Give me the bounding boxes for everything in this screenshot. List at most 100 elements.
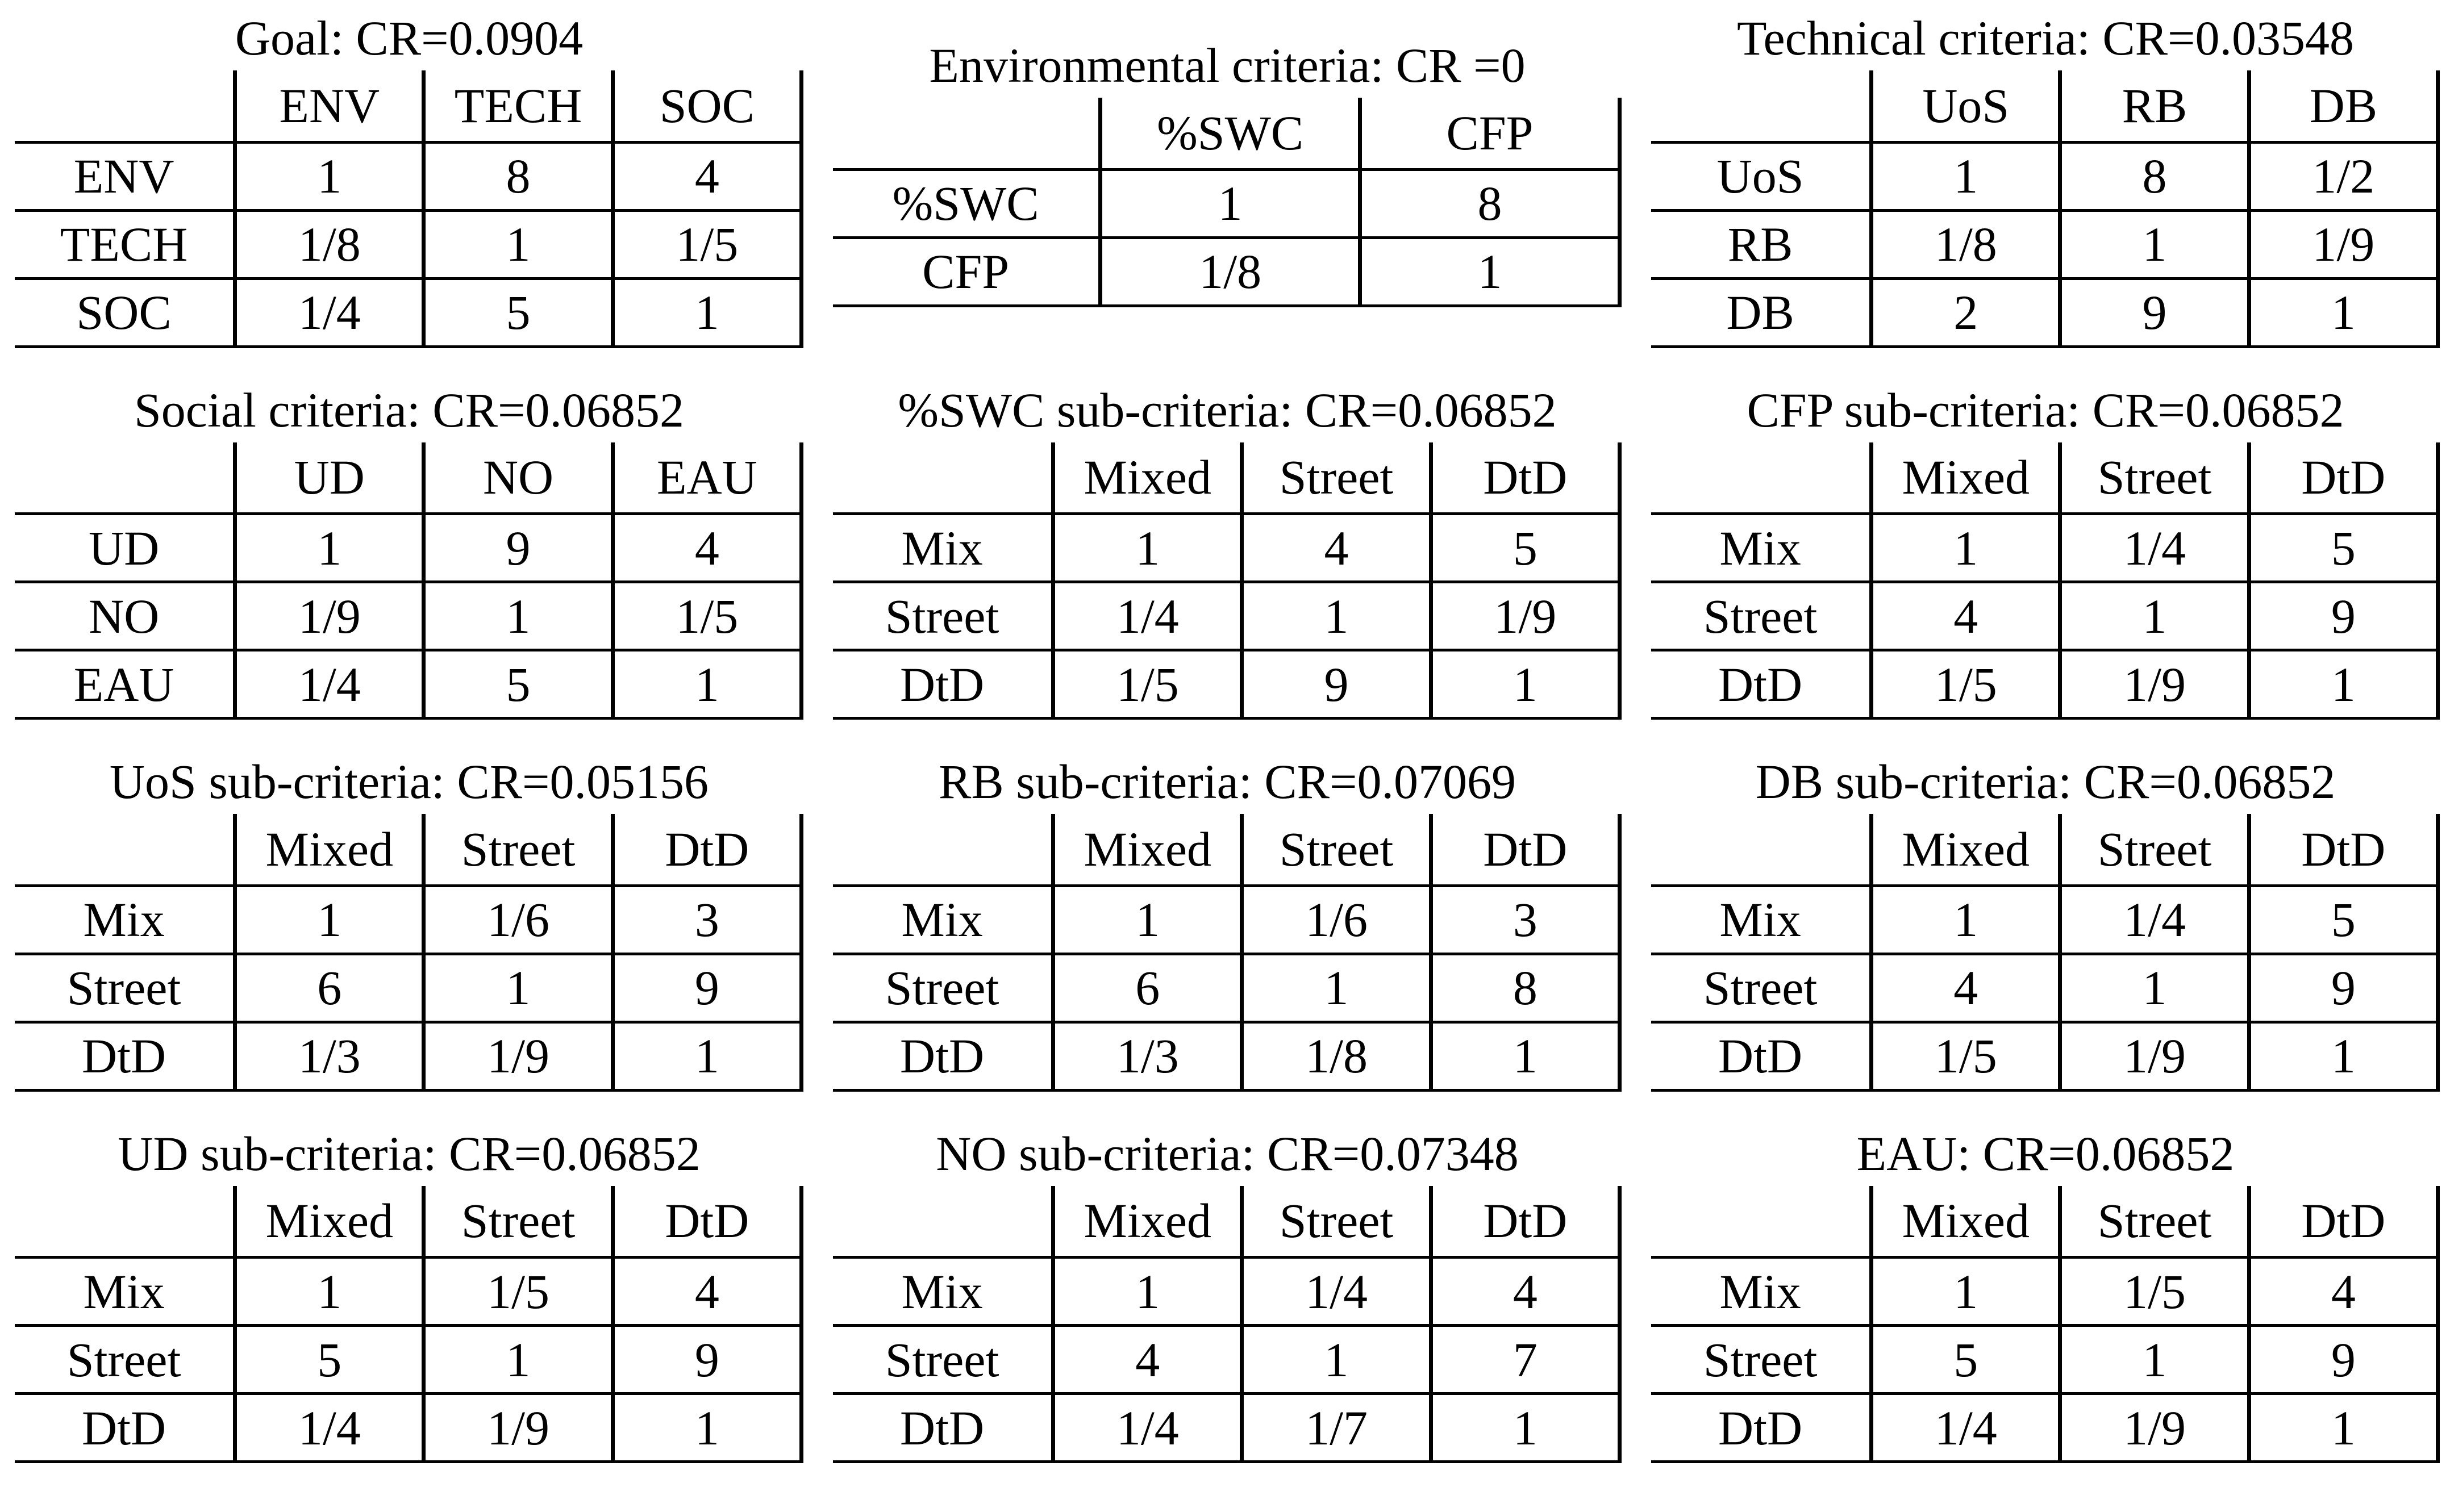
matrix-row: Mix 1 1/4 4	[833, 1256, 1622, 1326]
col-header: SOC	[610, 70, 804, 142]
matrix-cell: 1/4	[2058, 884, 2249, 954]
matrix-social: Social criteria: CR=0.06852 UD NO EAU UD 1 9 4…	[15, 382, 804, 720]
row-label: DB	[1651, 277, 1872, 348]
corner-cell	[833, 98, 1101, 169]
matrix-row: Street 1/4 1 1/9	[833, 580, 1622, 650]
matrix-cell: 1/4	[1051, 1392, 1242, 1463]
matrix-cell: 4	[1051, 1324, 1242, 1394]
col-header: ENV	[233, 70, 424, 142]
matrix-row: TECH 1/8 1 1/5	[15, 208, 804, 278]
col-header: Mixed	[1869, 814, 2060, 886]
header-row: Mixed Street DtD	[833, 814, 1622, 886]
row-label: Mix	[15, 1256, 235, 1326]
corner-cell	[833, 442, 1053, 514]
matrix-cell: 4	[2247, 1256, 2440, 1326]
matrix-row: Street 4 1 7	[833, 1324, 1622, 1394]
matrix-cell: 9	[2058, 277, 2249, 348]
row-label: Mix	[833, 512, 1053, 582]
col-header: Street	[2058, 442, 2249, 514]
matrix-cell: 1	[610, 1392, 804, 1463]
header-row: UD NO EAU	[15, 442, 804, 514]
matrix-cell: 7	[1428, 1324, 1622, 1394]
row-label: Street	[833, 1324, 1053, 1394]
matrix-technical: Technical criteria: CR=0.03548 UoS RB DB Uo…	[1651, 14, 2440, 348]
matrix-cell: 1	[422, 580, 613, 650]
row-label: Mix	[833, 884, 1053, 954]
matrix-cell: 1	[1051, 884, 1242, 954]
header-row: %SWC CFP	[833, 98, 1622, 169]
matrix-cell: 1	[1051, 512, 1242, 582]
matrix-cell: 5	[2247, 884, 2440, 954]
matrix-cell: 4	[1869, 580, 2060, 650]
table-title-uos: UoS sub-criteria: CR=0.05156	[109, 754, 709, 809]
corner-cell	[15, 442, 235, 514]
matrix-cell: 1	[2247, 1020, 2440, 1092]
row-label: Street	[1651, 580, 1872, 650]
matrix-row: DtD 1/4 1/9 1	[1651, 1392, 2440, 1463]
matrix-row: CFP 1/8 1	[833, 236, 1622, 307]
col-header: RB	[2058, 70, 2249, 142]
matrix-row: NO 1/9 1 1/5	[15, 580, 804, 650]
col-header: TECH	[422, 70, 613, 142]
col-header: Mixed	[1051, 1185, 1242, 1258]
matrix-no: NO sub-criteria: CR=0.07348 Mixed Street D…	[833, 1129, 1622, 1463]
header-row: Mixed Street DtD	[833, 442, 1622, 514]
matrix-row: Mix 1 4 5	[833, 512, 1622, 582]
matrix-row: UD 1 9 4	[15, 512, 804, 582]
matrix-cell: 1/5	[1051, 649, 1242, 720]
row-label: DtD	[833, 1392, 1053, 1463]
matrix-row: Mix 1 1/4 5	[1651, 884, 2440, 954]
matrix-cell: 1	[2058, 1324, 2249, 1394]
matrix-row: DtD 1/3 1/8 1	[833, 1020, 1622, 1092]
pairwise-table-goal: ENV TECH SOC ENV 1 8 4 TECH 1/8 1 1/5 SOC 1/4 5 1	[15, 70, 804, 348]
matrix-row: DtD 1/5 9 1	[833, 649, 1622, 720]
header-row: Mixed Street DtD	[15, 814, 804, 886]
matrix-row: Mix 1 1/5 4	[15, 1256, 804, 1326]
matrix-cell: 1	[1051, 1256, 1242, 1326]
matrices-grid: Goal: CR=0.0904 ENV TECH SOC ENV 1 8 4 TECH 1/8 1…	[15, 14, 2440, 1463]
matrix-cell: 1/9	[1428, 580, 1622, 650]
table-title-social: Social criteria: CR=0.06852	[134, 382, 685, 437]
matrix-uos: UoS sub-criteria: CR=0.05156 Mixed Street…	[15, 754, 804, 1092]
row-label: Street	[1651, 952, 1872, 1022]
col-header: DtD	[1428, 814, 1622, 886]
col-header: DtD	[1428, 442, 1622, 514]
row-label: Mix	[1651, 1256, 1872, 1326]
matrix-cell: 1/8	[1869, 208, 2060, 278]
matrix-cell: 1/9	[2058, 1020, 2249, 1092]
matrix-cell: 9	[610, 952, 804, 1022]
matrix-cell: 1	[1240, 580, 1431, 650]
header-row: Mixed Street DtD	[833, 1185, 1622, 1258]
row-label: DtD	[1651, 1020, 1872, 1092]
row-label: RB	[1651, 208, 1872, 278]
matrix-cell: 1/9	[233, 580, 424, 650]
matrix-cell: 1	[1869, 140, 2060, 210]
matrix-row: Mix 1 1/4 5	[1651, 512, 2440, 582]
matrix-row: DtD 1/4 1/9 1	[15, 1392, 804, 1463]
matrix-cell: 1	[422, 952, 613, 1022]
matrix-cell: 5	[422, 277, 613, 348]
matrix-cell: 1/5	[1869, 649, 2060, 720]
matrix-cell: 3	[1428, 884, 1622, 954]
corner-cell	[833, 1186, 1053, 1258]
row-label: Street	[833, 580, 1053, 650]
matrix-cell: 5	[2247, 512, 2440, 582]
matrix-cell: 1/3	[233, 1020, 424, 1092]
col-header: Street	[422, 814, 613, 886]
col-header: Mixed	[1051, 814, 1242, 886]
matrix-row: Street 6 1 9	[15, 952, 804, 1022]
col-header: Mixed	[1051, 442, 1242, 514]
matrix-cell: 1/3	[1051, 1020, 1242, 1092]
matrix-cell: 1	[233, 140, 424, 210]
matrix-row: DtD 1/3 1/9 1	[15, 1020, 804, 1092]
matrix-cell: 1	[1869, 1256, 2060, 1326]
matrix-cell: 3	[610, 884, 804, 954]
col-header: Mixed	[233, 1185, 424, 1258]
matrix-cell: 1/4	[1051, 580, 1242, 650]
matrix-cell: 8	[1358, 168, 1622, 237]
matrix-cell: 1	[233, 512, 424, 582]
col-header: %SWC	[1098, 98, 1360, 169]
row-label: DtD	[1651, 1392, 1872, 1463]
corner-cell	[15, 814, 235, 886]
col-header: DB	[2247, 70, 2440, 142]
